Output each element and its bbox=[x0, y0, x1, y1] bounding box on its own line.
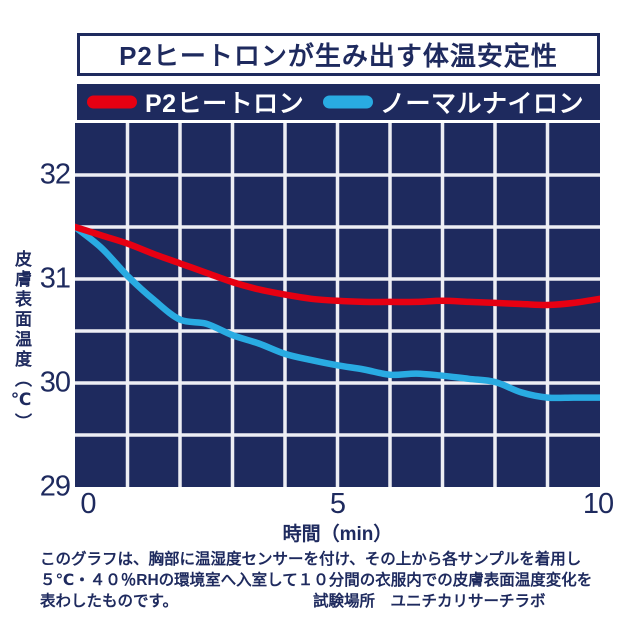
series-line-p2-heatron bbox=[75, 223, 600, 309]
legend-swatch-normal-nylon bbox=[323, 95, 373, 109]
chart-plot bbox=[75, 123, 600, 487]
footer-line-1: このグラフは、胸部に温湿度センサーを付け、その上から各サンプルを着用し bbox=[40, 551, 582, 568]
y-tick-label-32: 32 bbox=[39, 158, 71, 191]
y-axis-title: 皮膚表面温度（℃） bbox=[12, 250, 31, 433]
chart-legend: P2ヒートロン ノーマルナイロン bbox=[77, 84, 600, 120]
legend-swatch-p2-heatron bbox=[87, 95, 137, 109]
x-axis-ticks: 0 5 10 bbox=[75, 488, 614, 520]
title-box: P2ヒートロンが生み出す体温安定性 bbox=[77, 33, 600, 76]
legend-label-normal-nylon: ノーマルナイロン bbox=[380, 90, 585, 118]
legend-label-p2-heatron: P2ヒートロン bbox=[145, 90, 305, 118]
x-axis-title: 時間（min） bbox=[282, 524, 393, 545]
x-tick-label-10: 10 bbox=[582, 488, 614, 520]
y-tick-label-29: 29 bbox=[39, 470, 71, 503]
page-title: P2ヒートロンが生み出す体温安定性 bbox=[119, 41, 558, 71]
test-site-credit: 試験場所 ユニチカリサーチラボ bbox=[313, 593, 546, 610]
x-tick-label-5: 5 bbox=[329, 488, 346, 520]
y-tick-label-31: 31 bbox=[39, 262, 71, 295]
footer-line-2: ５℃・４０％RHの環境室へ入室して１０分間の衣服内での皮膚表面温度変化を bbox=[40, 572, 593, 589]
series-line-normal-nylon bbox=[75, 223, 600, 402]
footer-note: このグラフは、胸部に温湿度センサーを付け、その上から各サンプルを着用し ５℃・４… bbox=[40, 549, 605, 612]
x-tick-label-0: 0 bbox=[80, 488, 96, 520]
footer-line-3-left: 表わしたものです。 bbox=[40, 593, 178, 610]
footer-line-3: 表わしたものです。 試験場所 ユニチカリサーチラボ bbox=[40, 591, 605, 612]
y-axis-ticks: 32 31 30 29 bbox=[26, 123, 71, 503]
y-tick-label-30: 30 bbox=[39, 366, 71, 399]
